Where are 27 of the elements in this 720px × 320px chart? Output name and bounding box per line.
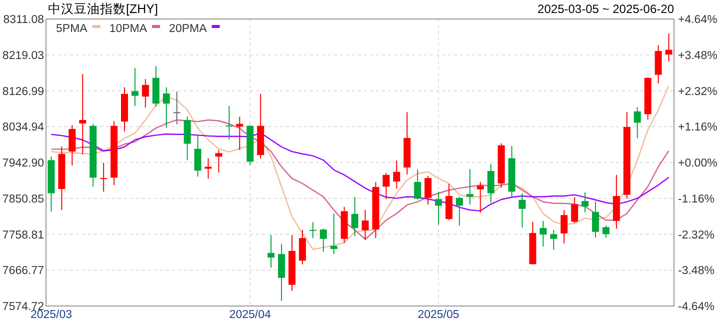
- chart-title: 中汉豆油指数[ZHY]: [48, 2, 158, 16]
- y2-tick-label: +4.64%: [678, 14, 718, 26]
- y2-tick-label: -1.16%: [678, 193, 714, 206]
- y-tick-label: 8219.03: [2, 50, 44, 62]
- x-tick-label: 2025/05: [418, 309, 460, 320]
- line-series: [50, 119, 670, 240]
- legend-label: 5PMA: [56, 23, 88, 35]
- y2-tick-label: +0.00%: [678, 158, 718, 170]
- x-tick-label: 2025/03: [30, 309, 72, 320]
- x-tick-label: 2025/04: [229, 309, 272, 320]
- y-tick-label: 8311.08: [3, 14, 44, 26]
- chart-subtitle: 2025-03-05 ~ 2025-06-20: [538, 2, 674, 16]
- legend-label: 20PMA: [169, 23, 208, 35]
- y2-tick-label: +2.32%: [678, 86, 718, 98]
- y-tick-label: 7942.90: [2, 158, 44, 170]
- y2-tick-label: +3.48%: [678, 50, 718, 62]
- line-series: [50, 85, 670, 250]
- y-tick-label: 8034.94: [2, 122, 45, 134]
- y2-tick-label: +1.16%: [678, 122, 718, 134]
- y-tick-label: 7758.81: [2, 229, 44, 242]
- y2-tick-label: -2.32%: [678, 229, 714, 242]
- y2-tick-label: -3.48%: [678, 265, 714, 278]
- y-tick-label: 7850.85: [2, 193, 44, 206]
- legend-label: 10PMA: [109, 23, 148, 35]
- y-tick-label: 7666.77: [2, 265, 44, 278]
- y-tick-label: 8126.99: [2, 86, 44, 98]
- y2-tick-label: -4.64%: [678, 301, 714, 313]
